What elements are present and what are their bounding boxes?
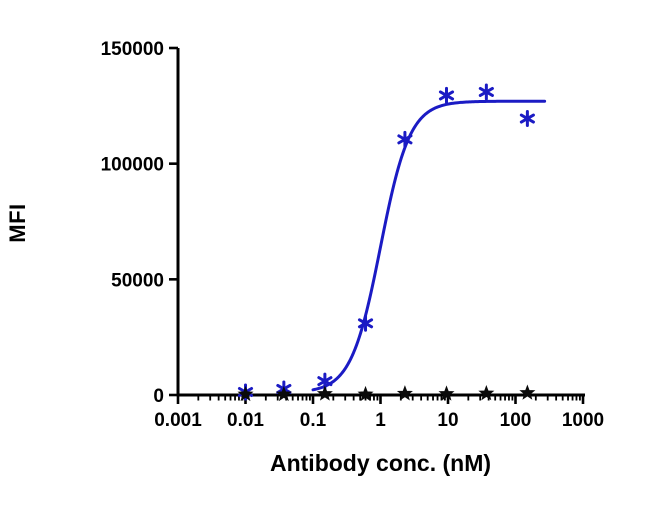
tick-label: 10 xyxy=(437,410,458,431)
tick-label: 1 xyxy=(375,410,386,431)
tick-label: 50000 xyxy=(111,270,164,291)
tick-label: 0 xyxy=(153,386,164,407)
tick-label: 100000 xyxy=(101,155,164,176)
tick-label: 150000 xyxy=(101,39,164,60)
x-axis-title: Antibody conc. (nM) xyxy=(269,450,492,476)
series-control xyxy=(237,384,536,402)
y-axis-title: MFI xyxy=(5,203,30,243)
tick-label: 0.001 xyxy=(154,410,202,431)
tick-label: 0.1 xyxy=(300,410,327,431)
tick-label: 100 xyxy=(500,410,532,431)
series-antibody xyxy=(237,83,535,401)
tick-label: 0.01 xyxy=(227,410,264,431)
tick-label: 1000 xyxy=(562,410,604,431)
fit-curve-antibody xyxy=(311,99,547,392)
